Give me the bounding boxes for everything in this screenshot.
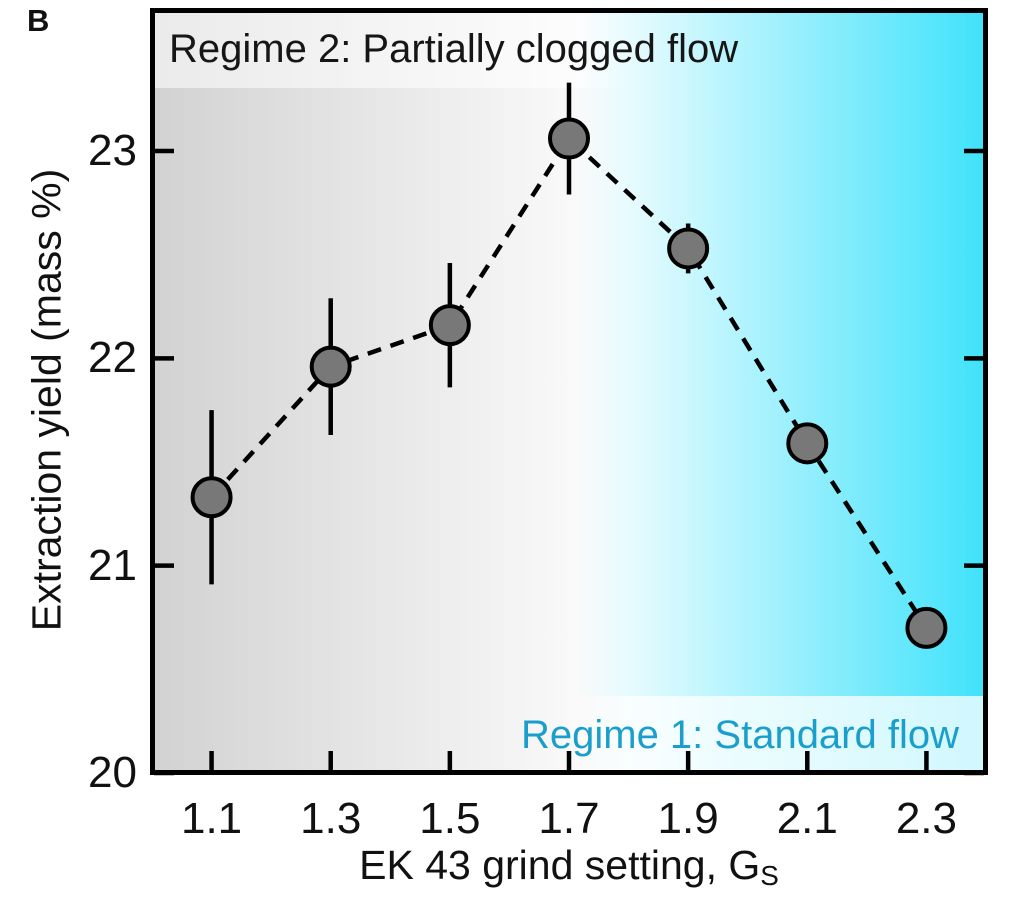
regime2-gray-band [155, 88, 635, 771]
data-point-marker [428, 304, 471, 347]
x-tick-label: 1.5 [419, 794, 481, 843]
data-point-marker [786, 422, 829, 465]
data-point-marker [548, 117, 590, 160]
x-tick-label: 1.3 [300, 794, 362, 843]
regime1-label-strip [578, 696, 984, 771]
x-tick-label: 2.3 [895, 794, 958, 843]
data-point-marker [309, 345, 352, 388]
data-point-marker [667, 227, 710, 270]
y-axis-title: Extraction yield (mass %) [23, 168, 70, 632]
y-tick-label: 22 [88, 333, 137, 383]
x-tick-label: 1.1 [180, 794, 243, 843]
y-tick-label: 23 [88, 125, 137, 175]
data-point-marker [190, 476, 233, 519]
regime2-annotation: Regime 2: Partially clogged flow [169, 27, 739, 71]
data-layer [154, 82, 984, 776]
x-axis-title: EK 43 grind setting, GS [359, 842, 779, 890]
regime1-annotation: Regime 1: Standard flow [520, 713, 959, 757]
panel-label: B [27, 3, 50, 38]
y-tick-label: 21 [88, 540, 137, 590]
x-axis-title-subscript: S [760, 860, 779, 892]
x-tick-label: 1.9 [657, 794, 719, 843]
plot-border [150, 8, 988, 775]
x-axis-title-text: EK 43 grind setting, G [359, 842, 761, 888]
data-point-marker [905, 606, 948, 649]
y-tick-label: 20 [88, 748, 137, 797]
x-tick-label: 1.7 [538, 794, 600, 843]
x-tick-label: 2.1 [776, 794, 838, 843]
regime2-title-strip [155, 12, 635, 88]
regime1-cyan-band [578, 12, 984, 696]
